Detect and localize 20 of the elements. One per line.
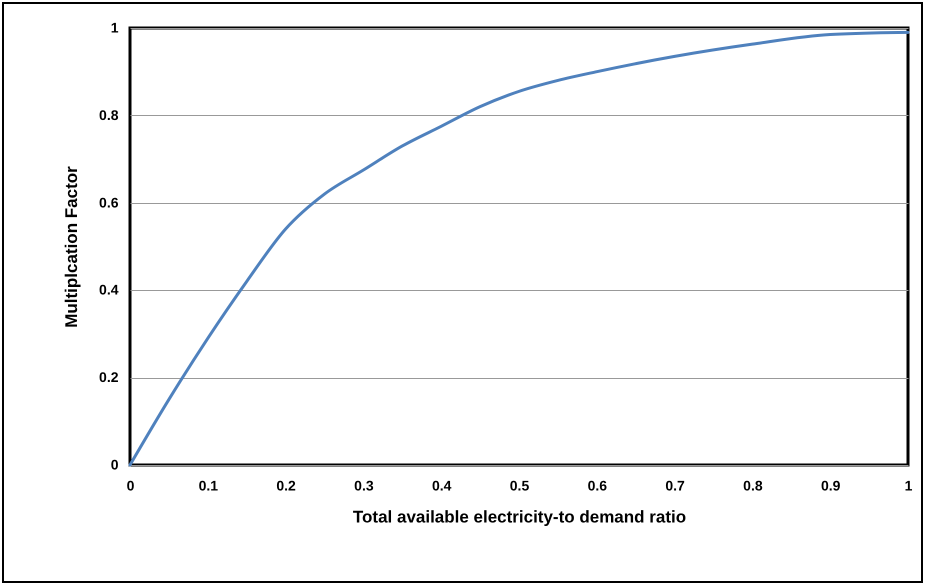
y-axis-title: Multiplcation Factor — [62, 166, 82, 328]
y-tick-label: 0.8 — [99, 106, 119, 123]
x-tick-label: 0.9 — [820, 478, 841, 494]
x-tick-label: 0.3 — [354, 478, 374, 494]
y-tick-label: 1 — [110, 20, 119, 36]
x-tick-label: 0.1 — [198, 478, 218, 494]
line-series — [128, 30, 910, 466]
x-tick-label: 0.7 — [665, 478, 686, 494]
x-tick-label: 0.5 — [510, 478, 530, 494]
x-tick-label: 0.4 — [432, 478, 452, 494]
x-tick-label: 0.8 — [743, 478, 763, 494]
x-tick-label: 0.6 — [588, 478, 608, 494]
x-tick-label: 0 — [126, 478, 135, 494]
y-tick-label: 0.4 — [99, 282, 119, 298]
x-tick-label: 1 — [904, 478, 913, 494]
y-tick-label: 0.6 — [99, 194, 119, 210]
x-tick-label: 0.2 — [276, 478, 296, 494]
y-tick-label: 0 — [110, 456, 119, 472]
x-axis-title: Total available electricity-to demand ratio — [352, 508, 686, 526]
y-tick-label: 0.2 — [99, 369, 119, 386]
